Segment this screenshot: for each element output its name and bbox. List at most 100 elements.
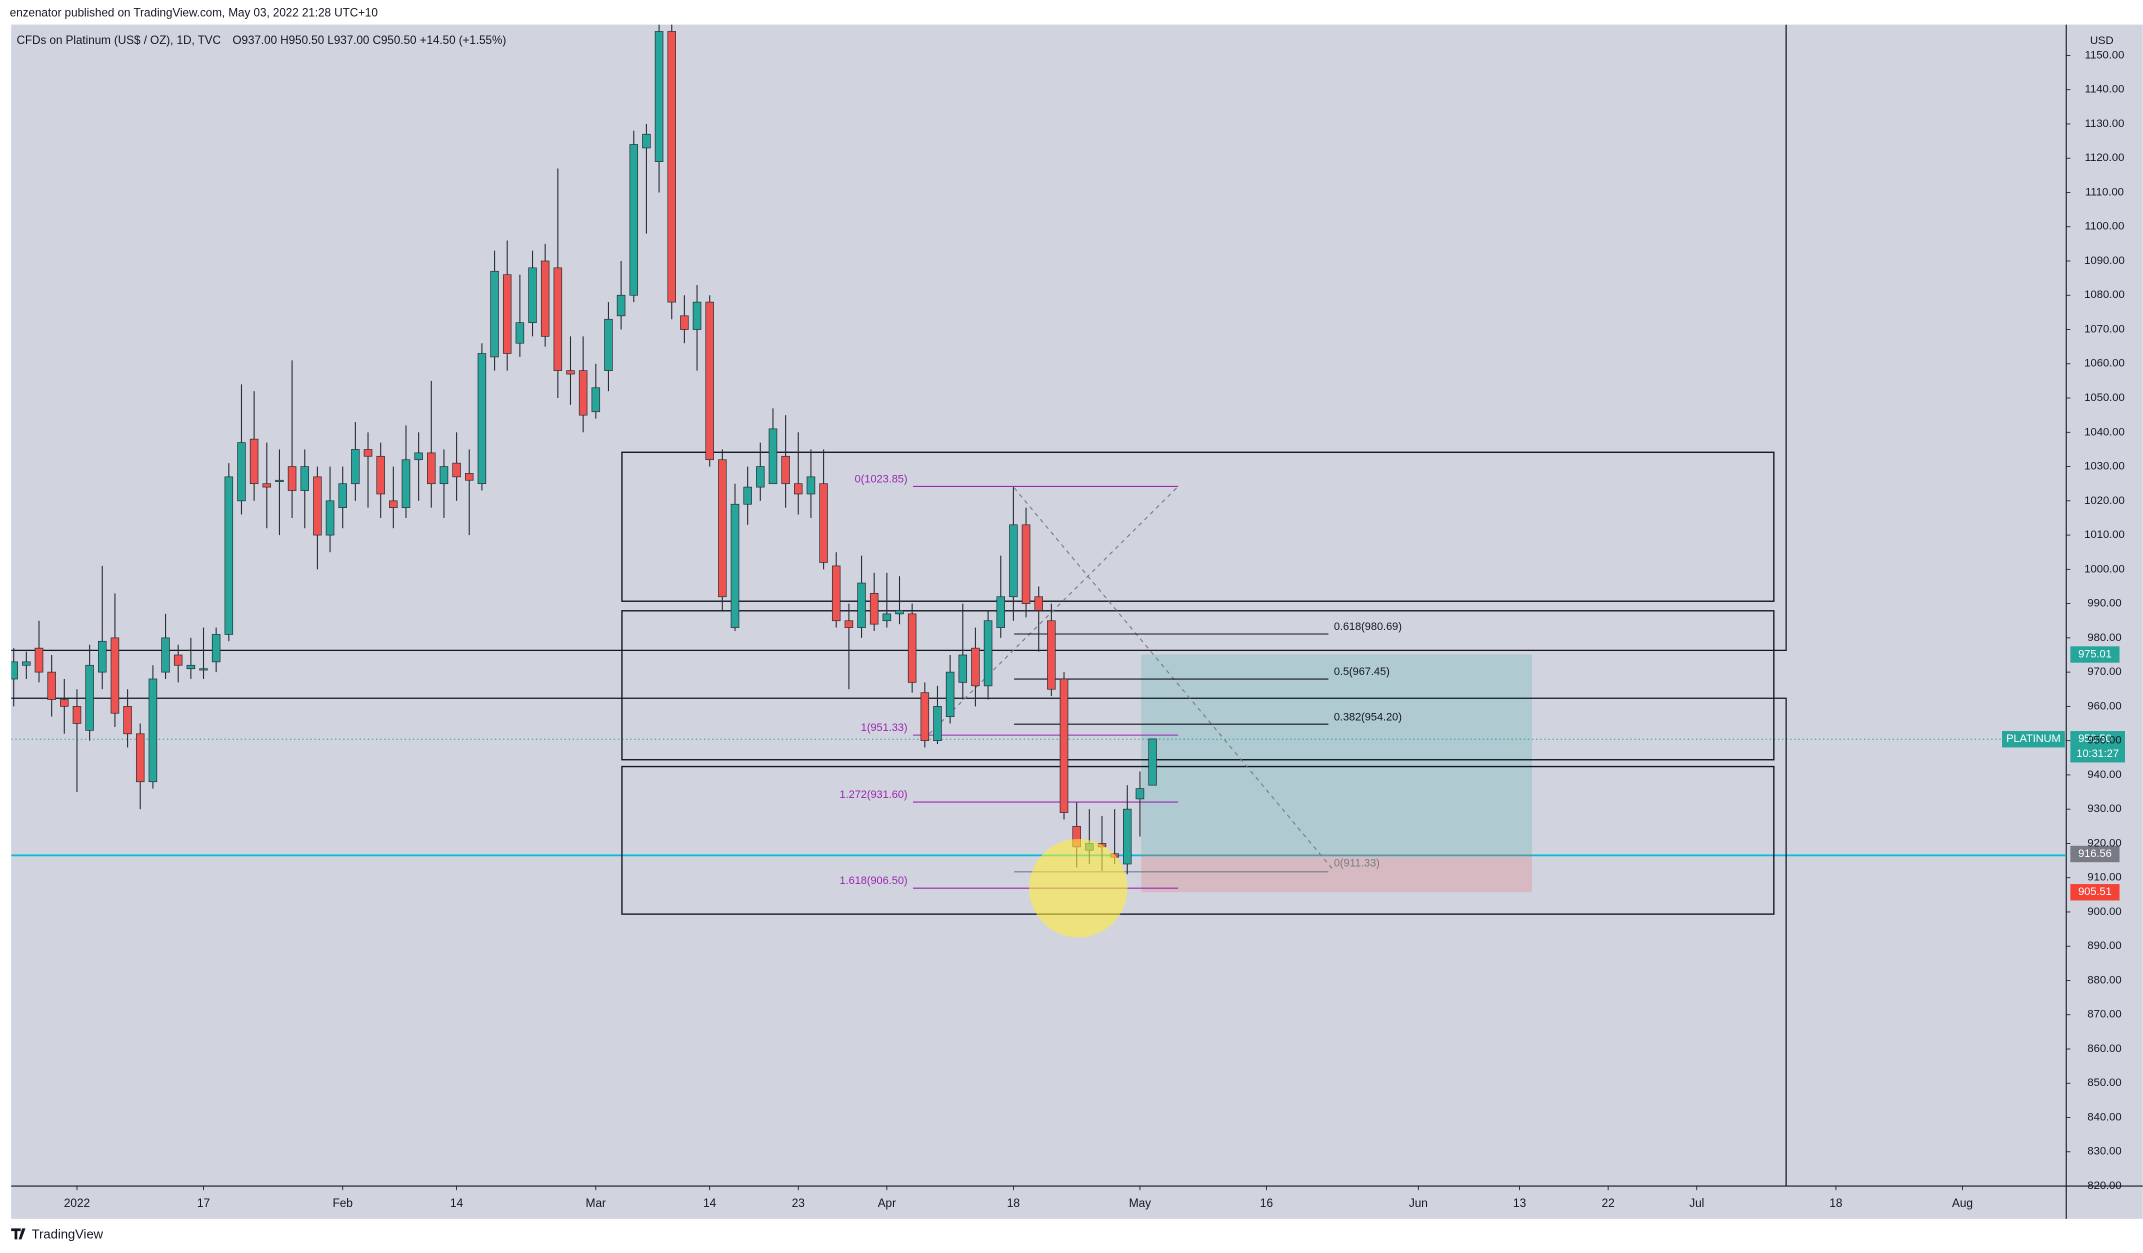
y-tick-label: 970.00	[2087, 666, 2121, 678]
x-tick-label: 14	[703, 1197, 717, 1210]
candle-body	[363, 449, 373, 457]
fib-label: 1(951.33)	[861, 722, 908, 734]
candle-body	[1123, 808, 1132, 865]
y-tick-label: 1050.00	[2084, 392, 2124, 404]
y-tick-label: 1080.00	[2084, 289, 2124, 301]
trend-line	[1013, 487, 1333, 870]
candle-body	[262, 483, 272, 488]
candle-body	[895, 610, 904, 615]
x-tick-label: 2022	[64, 1197, 90, 1210]
candle-body	[996, 596, 1006, 628]
x-tick-label: 17	[197, 1197, 210, 1210]
candle-body	[680, 315, 689, 330]
candle-body	[249, 438, 259, 485]
price-badge	[2070, 884, 2120, 901]
y-tick-label: 1120.00	[2085, 152, 2125, 164]
trend-line	[929, 486, 1179, 735]
y-tick-label: 950.00	[2087, 735, 2121, 747]
candle-body	[148, 678, 158, 783]
candle-body	[98, 640, 107, 673]
candle-body	[844, 620, 854, 628]
y-tick-label: 1110.00	[2085, 186, 2124, 198]
x-tick-label: Feb	[333, 1197, 354, 1210]
candle-body	[287, 466, 297, 491]
candle-body	[47, 671, 56, 700]
y-tick-label: 880.00	[2087, 974, 2121, 986]
candle-body	[718, 459, 727, 598]
x-tick-label: Mar	[586, 1197, 606, 1210]
drawings: 0(1023.85) 1(951.33) 1.272(931.60) 1.618…	[11, 24, 2067, 1187]
y-axis-label: USD	[2090, 35, 2114, 47]
candle-body	[958, 654, 968, 683]
candle-body	[920, 692, 930, 741]
candle-body	[756, 466, 765, 488]
candle-body	[60, 699, 69, 707]
symbol-label: PLATINUM	[2006, 733, 2060, 745]
x-tick-label: 16	[1260, 1197, 1274, 1210]
candle-body	[667, 31, 676, 303]
candle-body	[528, 267, 537, 324]
y-tick-label: 1000.00	[2084, 563, 2124, 575]
candle-body	[275, 479, 284, 482]
zone-box	[621, 451, 1775, 602]
ohlc-legend: O937.00 H950.50 L937.00 C950.50 +14.50 (…	[233, 34, 507, 47]
candle-body	[376, 455, 385, 495]
candle-body	[224, 476, 234, 635]
y-tick-label: 980.00	[2087, 632, 2121, 644]
x-tick-label: 13	[1513, 1197, 1527, 1210]
candle-body	[781, 455, 790, 485]
candle-body	[566, 370, 575, 375]
candle-body	[1034, 596, 1043, 611]
candle-body	[819, 483, 828, 563]
candle-body	[300, 466, 310, 491]
candle-body	[882, 613, 892, 622]
y-tick-label: 1140.00	[2085, 84, 2125, 96]
price-badge	[2070, 731, 2126, 763]
candle-body	[110, 637, 120, 714]
candle-body	[654, 31, 664, 162]
x-tick-label: Aug	[1952, 1197, 1973, 1210]
footer-logo: TradingView	[11, 1227, 104, 1242]
candle-body	[591, 387, 601, 413]
candle-body	[199, 668, 208, 671]
price-badge	[2070, 646, 2120, 663]
fib-label: 0(1023.85)	[855, 474, 908, 486]
fib-label: 1.618(906.50)	[840, 875, 908, 887]
candle-body	[22, 661, 31, 666]
candle-body	[616, 294, 626, 317]
level-line	[11, 697, 1787, 1187]
candle-body	[123, 706, 132, 735]
logo-icon	[11, 1228, 26, 1240]
price-axis-area	[2066, 24, 2143, 1187]
price-badge	[2070, 845, 2120, 863]
zone-box	[621, 610, 1775, 761]
candle-body	[515, 322, 525, 344]
fib-label: 0.5(967.45)	[1334, 666, 1390, 678]
candle-body	[452, 462, 461, 478]
footer: TradingView	[32, 1227, 104, 1242]
candle-body	[237, 442, 246, 502]
y-tick-label: 1100.00	[2085, 221, 2125, 233]
candle-body	[933, 706, 942, 741]
y-tick-label: 1070.00	[2084, 323, 2124, 335]
y-tick-label: 870.00	[2087, 1009, 2121, 1021]
candle-body	[768, 428, 778, 485]
zone-box	[621, 765, 1775, 915]
loss-zone	[1141, 855, 1532, 893]
candle-body	[831, 565, 841, 622]
candle-body	[869, 592, 879, 625]
y-tick-label: 940.00	[2087, 769, 2121, 781]
y-tick-label: 1030.00	[2084, 461, 2124, 473]
y-tick-label: 830.00	[2087, 1146, 2121, 1158]
axes: 820.00 830.00 840.00 850.00 860.00 870.00 880.…	[64, 49, 2125, 1210]
x-tick-label: 14	[450, 1197, 464, 1210]
candle-body	[464, 473, 474, 481]
time-axis-area	[11, 1186, 2143, 1219]
price-badge-label: 916.56	[2078, 848, 2111, 860]
candle-body	[1047, 620, 1056, 690]
candle-body	[338, 483, 347, 509]
fib-label: 1.272(931.60)	[840, 789, 908, 801]
candle-body	[705, 301, 714, 461]
y-tick-label: 930.00	[2087, 803, 2121, 815]
